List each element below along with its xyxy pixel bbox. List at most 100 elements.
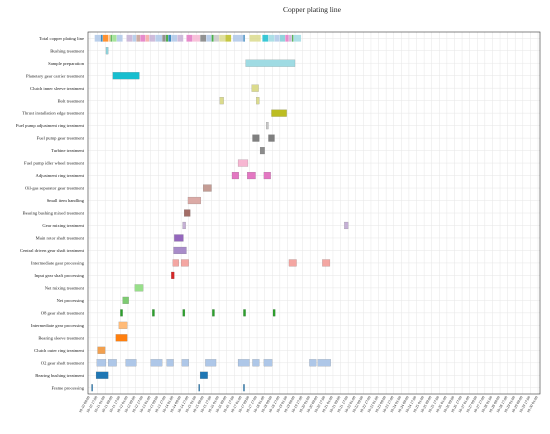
row-label: Frame processing xyxy=(51,385,84,390)
total-row-bar xyxy=(200,34,207,42)
total-row-bar xyxy=(102,34,109,42)
total-row-bar xyxy=(140,34,146,42)
task-bar xyxy=(91,384,93,392)
task-bar xyxy=(105,47,109,55)
total-row-bar xyxy=(132,34,137,42)
row-label: Bearing bushing treatment xyxy=(35,373,84,378)
row-label: Intermediate gear processing xyxy=(31,323,85,328)
total-row-bar xyxy=(206,34,212,42)
task-bar xyxy=(344,221,349,230)
total-row-bar xyxy=(111,34,117,42)
total-row-bar xyxy=(171,34,178,42)
total-row-bar xyxy=(168,34,172,42)
row-label: Bearing bushing mixed treatment xyxy=(23,211,85,216)
task-bar xyxy=(172,259,179,267)
total-row-bar xyxy=(177,34,184,42)
task-bar xyxy=(205,359,217,367)
total-row-bar xyxy=(186,34,193,42)
task-bar xyxy=(134,284,144,292)
task-bar xyxy=(174,234,184,242)
task-bar xyxy=(322,259,331,267)
row-label: Small item handling xyxy=(47,198,85,203)
row-label: Net processing xyxy=(57,298,85,303)
total-row-bar xyxy=(249,34,261,42)
task-bar xyxy=(120,309,123,317)
row-label: Gear mixing treatment xyxy=(42,223,84,228)
task-bar xyxy=(182,309,186,317)
task-bar xyxy=(288,259,297,267)
total-row-bar xyxy=(126,34,133,42)
row-label: Fuel pump idler wheel treatment xyxy=(24,161,85,166)
total-row-bar xyxy=(279,34,286,42)
plot-frame xyxy=(87,31,541,395)
task-bar xyxy=(252,359,260,367)
task-bar xyxy=(97,346,106,354)
total-row-bar xyxy=(288,34,293,42)
row-label: Sample preparation xyxy=(48,61,85,66)
row-label: Bolt treatment xyxy=(58,98,85,103)
total-row-bar xyxy=(108,34,111,42)
task-bar xyxy=(263,171,271,180)
row-label: Thrust installation edge treatment xyxy=(22,111,85,116)
total-row-bar xyxy=(149,34,156,42)
task-bar xyxy=(247,171,256,180)
total-row-bar xyxy=(192,34,201,42)
task-bar xyxy=(231,171,239,180)
task-bar xyxy=(263,359,273,367)
row-label: Clutch inner sleeve treatment xyxy=(30,86,85,91)
row-label: O2 gear shaft treatment xyxy=(41,360,85,365)
task-bar xyxy=(219,97,224,105)
row-label: Fuel pump gear treatment xyxy=(37,136,85,141)
task-bar xyxy=(237,159,249,167)
row-label: Total copper plating line xyxy=(39,36,84,41)
task-bar xyxy=(181,359,189,367)
total-row-bar xyxy=(145,34,150,42)
task-bar xyxy=(203,184,212,192)
task-bar xyxy=(212,309,215,317)
task-bar xyxy=(252,134,260,142)
row-labels: Total copper plating line Bushing treatme… xyxy=(16,36,85,391)
row-label: Input gear shaft processing xyxy=(34,273,84,278)
task-bar xyxy=(309,359,317,367)
row-label: Fuel pump adjustment ring treatment xyxy=(16,123,85,128)
total-row-bar xyxy=(268,34,275,42)
task-bar xyxy=(173,246,187,255)
total-row-bar xyxy=(285,34,290,42)
task-bar xyxy=(112,72,140,80)
total-row-bar xyxy=(262,34,269,42)
total-row-bar xyxy=(162,34,167,42)
task-bar xyxy=(268,134,275,142)
task-bar xyxy=(237,359,250,367)
task-bar xyxy=(243,384,245,392)
task-bar xyxy=(115,334,128,342)
task-bar xyxy=(184,209,191,217)
task-bar xyxy=(317,359,331,367)
grid xyxy=(88,32,540,394)
row-label: Oil-gas separator gear treatment xyxy=(25,186,85,191)
task-bar xyxy=(271,109,287,117)
total-row-bar xyxy=(100,34,104,42)
chart-title: Copper plating line xyxy=(283,5,342,14)
task-bar xyxy=(251,84,259,92)
task-bar xyxy=(166,359,174,367)
row-label: O8 gear shaft treatment xyxy=(41,310,85,315)
row-label: Central driven gear shaft treatment xyxy=(20,248,85,253)
row-label: Bushing treatment xyxy=(50,48,85,53)
total-row-bar xyxy=(136,34,141,42)
total-row-bar xyxy=(243,34,246,42)
total-row-bar xyxy=(218,34,226,42)
task-bar xyxy=(95,371,109,379)
task-bar xyxy=(180,259,189,267)
task-bar xyxy=(108,359,117,367)
task-bar xyxy=(266,122,269,130)
task-bar xyxy=(150,359,163,367)
total-row-bar xyxy=(116,34,123,42)
row-label: Adjustment ring treatment xyxy=(36,173,85,178)
total-row-bar xyxy=(155,34,163,42)
task-bar xyxy=(152,309,155,317)
total-row-bar xyxy=(110,34,113,42)
total-row-bar xyxy=(293,34,302,42)
total-row-bar xyxy=(165,34,169,42)
task-bar xyxy=(122,296,129,304)
